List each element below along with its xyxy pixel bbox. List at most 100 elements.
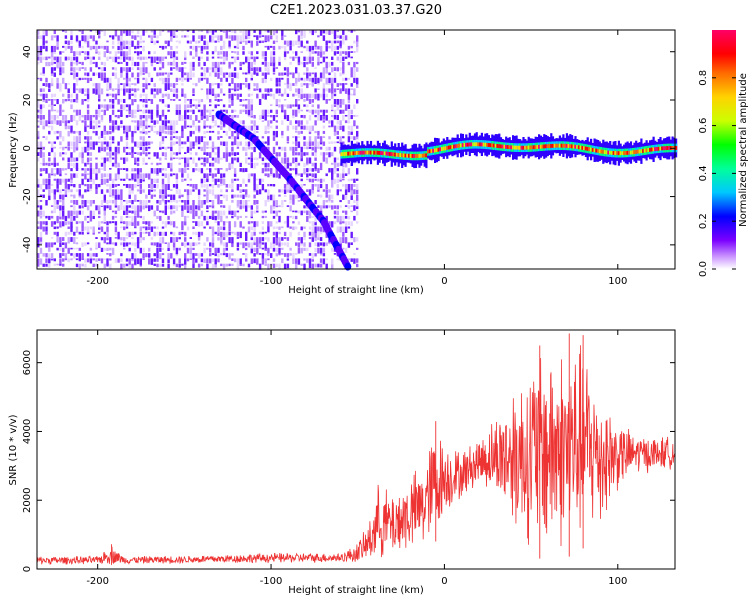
spectrogram-cell xyxy=(347,168,351,175)
spectrogram-cell xyxy=(111,88,115,92)
spectrogram-cell xyxy=(70,157,73,162)
spectrogram-cell xyxy=(170,72,173,75)
spectrogram-cell xyxy=(67,247,70,254)
spectrogram-cell xyxy=(109,77,112,84)
spectrogram-cell xyxy=(131,120,134,123)
spectrogram-cell xyxy=(39,258,43,265)
spectrogram-cell xyxy=(281,205,284,208)
spectrogram-cell xyxy=(283,83,287,85)
spectrogram-cell xyxy=(261,210,265,214)
spectrogram-cell xyxy=(186,247,190,254)
spectrogram-cell xyxy=(275,205,278,208)
spectrogram-cell xyxy=(89,152,93,156)
spectrogram-cell xyxy=(86,184,90,189)
spectrogram-cell xyxy=(239,120,242,125)
spectrogram-cell xyxy=(336,157,339,161)
spectrogram-cell xyxy=(256,258,259,265)
spectrogram-cell xyxy=(150,40,154,43)
spectrogram-cell xyxy=(53,115,56,121)
carrier-peak xyxy=(551,143,555,148)
spectrogram-cell xyxy=(70,115,73,122)
spectrogram-cell xyxy=(267,72,270,75)
spectrogram-cell xyxy=(156,130,159,135)
spectrogram-cell xyxy=(264,51,267,56)
spectrogram-cell xyxy=(167,258,170,264)
spectrogram-cell xyxy=(281,35,284,41)
spectrogram-cell xyxy=(56,263,59,266)
spectrogram-cell xyxy=(289,253,292,256)
spectrogram-cell xyxy=(125,226,129,229)
spectrogram-cell xyxy=(48,115,51,122)
spectrogram-cell xyxy=(308,30,312,34)
spectrogram-cell xyxy=(75,210,79,217)
spectrogram-cell xyxy=(136,152,140,155)
spectrogram-cell xyxy=(211,263,215,269)
spectrogram-cell xyxy=(148,130,151,133)
spectrogram-cell xyxy=(267,231,270,234)
spectrogram-cell xyxy=(142,120,145,127)
spectrogram-cell xyxy=(70,120,73,123)
spectrogram-cell xyxy=(289,104,292,109)
spectrogram-cell xyxy=(342,231,345,237)
spectrogram-cell xyxy=(311,231,314,238)
spectrogram-cell xyxy=(64,189,68,195)
spectrogram-cell xyxy=(189,157,192,160)
spectrogram-cell xyxy=(319,242,323,246)
spectrogram-cell xyxy=(225,109,228,114)
spectrogram-cell xyxy=(120,45,123,51)
spectrogram-cell xyxy=(42,194,45,198)
spectrogram-cell xyxy=(103,162,106,169)
carrier-peak xyxy=(390,152,393,157)
spectrogram-cell xyxy=(62,215,65,220)
carrier-peak xyxy=(584,146,587,151)
spectrogram-cell xyxy=(295,120,298,124)
spectrogram-cell xyxy=(356,77,359,85)
spectrogram-cell xyxy=(331,115,334,118)
spectrogram-cell xyxy=(347,109,351,116)
spectrogram-cell xyxy=(98,226,101,230)
spectrogram-cell xyxy=(347,115,351,120)
spectrogram-cell xyxy=(170,56,173,59)
spectrogram-cell xyxy=(206,146,209,149)
spectrogram-cell xyxy=(297,237,301,241)
spectrogram-cell xyxy=(186,210,190,213)
spectrogram-cell xyxy=(134,45,137,50)
spectrogram-cell xyxy=(62,205,65,211)
spectrogram-cell xyxy=(203,120,206,126)
spectrogram-cell xyxy=(236,141,240,147)
spectrogram-cell xyxy=(39,242,43,244)
spectrogram-cell xyxy=(42,45,45,49)
spectrogram-cell xyxy=(86,45,90,48)
spectrogram-cell xyxy=(342,226,345,232)
spectrogram-cell xyxy=(167,263,170,269)
spectrogram-cell xyxy=(103,72,106,78)
carrier-peak xyxy=(557,143,560,148)
spectrogram-cell xyxy=(286,263,290,269)
carrier-peak xyxy=(467,142,470,147)
spectrogram-cell xyxy=(67,221,70,225)
spectrogram-cell xyxy=(236,184,240,191)
spectrogram-cell xyxy=(134,99,137,103)
spectrogram-cell xyxy=(192,61,195,68)
spectrogram-cell xyxy=(306,104,309,108)
spectrogram-cell xyxy=(272,210,276,214)
spectrogram-cell xyxy=(200,146,204,152)
spectrogram-cell xyxy=(111,99,115,104)
spectrogram-cell xyxy=(267,146,270,152)
spectrogram-cell xyxy=(222,247,226,253)
y-tick-label: 20 xyxy=(22,94,33,107)
spectrogram-cell xyxy=(231,242,234,248)
carrier-peak xyxy=(430,149,433,153)
spectrogram-cell xyxy=(131,109,134,116)
spectrogram-cell xyxy=(347,61,351,66)
spectrogram-cell xyxy=(142,152,145,155)
carrier-peak xyxy=(503,144,506,149)
spectrogram-cell xyxy=(319,61,323,64)
spectrogram-cell xyxy=(225,215,228,219)
spectrogram-cell xyxy=(139,45,142,48)
spectrogram-cell xyxy=(81,115,84,118)
spectrogram-cell xyxy=(250,258,253,264)
spectrogram-cell xyxy=(95,120,98,126)
spectrogram-cell xyxy=(289,247,292,251)
spectrogram-cell xyxy=(159,146,162,150)
